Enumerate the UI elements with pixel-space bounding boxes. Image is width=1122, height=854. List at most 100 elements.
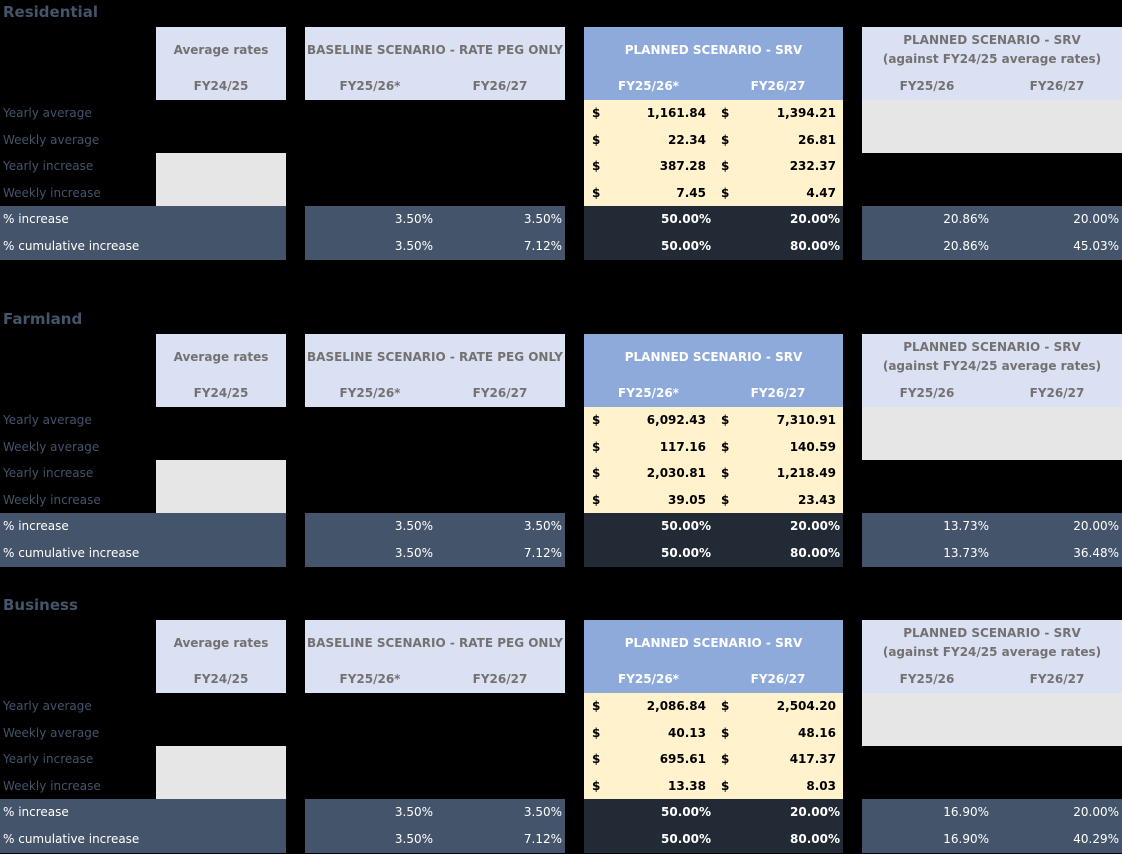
planned-pct: 80.00% <box>790 239 840 253</box>
baseline-pct: 3.50% <box>394 805 433 820</box>
planned-vs-average-pct: 36.48% <box>1073 546 1119 560</box>
planned-pct: 80.00% <box>790 546 840 560</box>
currency-symbol: $ <box>592 185 601 200</box>
currency-symbol: $ <box>721 725 730 740</box>
empty-grey-block <box>156 153 286 207</box>
planned-vs-average-pct: 20.86% <box>943 239 989 253</box>
planned-value: 1,394.21 <box>776 106 836 120</box>
planned-value: 8.03 <box>806 778 836 793</box>
planned-header: PLANNED SCENARIO - SRV FY25/26* FY26/27 <box>584 27 843 100</box>
planned-year-1: FY25/26* <box>618 672 679 686</box>
planned-vs-average-pct: 13.73% <box>943 519 989 534</box>
planned-year-2: FY26/27 <box>750 672 806 686</box>
planned-vs-average-pct: 20.00% <box>1073 805 1119 820</box>
planned-values-block <box>584 100 843 207</box>
planned-pct: 20.00% <box>790 805 840 820</box>
planned-vs-average-pct: 20.86% <box>943 212 989 227</box>
currency-symbol: $ <box>592 413 601 427</box>
planned-vs-average-pct-block <box>862 799 1122 853</box>
planned-values-block <box>584 693 843 800</box>
planned-value: 387.28 <box>659 159 706 174</box>
baseline-year-1: FY25/26* <box>339 79 401 93</box>
planned-value: 2,086.84 <box>646 699 706 713</box>
currency-symbol: $ <box>592 132 601 147</box>
pct-label-block <box>0 799 286 853</box>
baseline-year-1: FY25/26* <box>339 386 401 400</box>
planned-vs-average-year-1: FY25/26 <box>899 672 955 686</box>
planned-vs-average-pct-block <box>862 206 1122 260</box>
row-label: % increase <box>3 212 69 227</box>
row-label: % increase <box>3 519 69 534</box>
average-rates-label: Average rates <box>173 636 269 650</box>
planned-value: 232.37 <box>789 159 836 174</box>
planned-vs-average-pct: 20.00% <box>1073 519 1119 534</box>
baseline-title: BASELINE SCENARIO - RATE PEG ONLY <box>307 43 563 57</box>
planned-vs-average-year-1: FY25/26 <box>899 386 955 400</box>
row-label: Weekly average <box>3 132 100 147</box>
planned-value: 7,310.91 <box>776 413 836 427</box>
baseline-pct: 3.50% <box>394 832 433 846</box>
pct-label-block <box>0 206 286 260</box>
planned-value: 22.34 <box>668 132 706 147</box>
row-label: Yearly increase <box>3 752 94 767</box>
average-rates-year: FY24/25 <box>193 672 249 686</box>
planned-vs-average-header: PLANNED SCENARIO - SRV (against FY24/25 a… <box>862 334 1122 407</box>
planned-value: 39.05 <box>668 492 706 507</box>
planned-value: 1,218.49 <box>776 466 836 481</box>
currency-symbol: $ <box>721 159 730 174</box>
planned-vs-average-pct: 16.90% <box>943 805 989 820</box>
average-rates-label: Average rates <box>173 43 269 57</box>
baseline-pct: 3.50% <box>394 546 433 560</box>
row-label: % increase <box>3 805 69 820</box>
planned-values-block <box>584 407 843 514</box>
planned-vs-average-year-1: FY25/26 <box>899 79 955 93</box>
baseline-pct: 3.50% <box>523 212 562 227</box>
planned-vs-average-pct: 13.73% <box>943 546 989 560</box>
baseline-pct-block <box>305 206 565 260</box>
currency-symbol: $ <box>721 699 730 713</box>
baseline-header: BASELINE SCENARIO - RATE PEG ONLY FY25/26… <box>305 334 565 407</box>
row-label: Weekly increase <box>3 492 101 507</box>
planned-header: PLANNED SCENARIO - SRV FY25/26* FY26/27 <box>584 620 843 693</box>
currency-symbol: $ <box>592 725 601 740</box>
planned-value: 1,161.84 <box>646 106 706 120</box>
baseline-header: BASELINE SCENARIO - RATE PEG ONLY FY25/26… <box>305 620 565 693</box>
row-label: Yearly average <box>3 106 92 120</box>
empty-grey-block <box>156 746 286 800</box>
average-rates-header: Average rates FY24/25 <box>156 620 286 693</box>
currency-symbol: $ <box>592 439 601 454</box>
planned-pct: 20.00% <box>790 519 840 534</box>
currency-symbol: $ <box>721 492 730 507</box>
planned-vs-average-pct: 40.29% <box>1073 832 1119 846</box>
currency-symbol: $ <box>721 439 730 454</box>
baseline-pct: 3.50% <box>523 519 562 534</box>
currency-symbol: $ <box>592 106 601 120</box>
currency-symbol: $ <box>721 132 730 147</box>
planned-year-2: FY26/27 <box>750 79 806 93</box>
planned-title: PLANNED SCENARIO - SRV <box>624 636 803 650</box>
planned-pct: 50.00% <box>661 212 711 227</box>
baseline-pct: 7.12% <box>523 546 562 560</box>
baseline-pct: 7.12% <box>523 832 562 846</box>
baseline-title: BASELINE SCENARIO - RATE PEG ONLY <box>307 636 563 650</box>
row-label: Weekly average <box>3 439 100 454</box>
currency-symbol: $ <box>592 752 601 767</box>
currency-symbol: $ <box>592 159 601 174</box>
planned-vs-average-header: PLANNED SCENARIO - SRV (against FY24/25 a… <box>862 27 1122 100</box>
planned-title: PLANNED SCENARIO - SRV <box>624 350 803 364</box>
baseline-pct: 3.50% <box>394 239 433 253</box>
planned-pct-block <box>584 206 843 260</box>
average-rates-header: Average rates FY24/25 <box>156 27 286 100</box>
currency-symbol: $ <box>721 778 730 793</box>
planned-vs-average-year-2: FY26/27 <box>1029 386 1085 400</box>
planned-header: PLANNED SCENARIO - SRV FY25/26* FY26/27 <box>584 334 843 407</box>
planned-vs-average-title: PLANNED SCENARIO - SRV <box>903 340 1081 354</box>
currency-symbol: $ <box>592 699 601 713</box>
empty-grey-block <box>156 460 286 514</box>
planned-pct-block <box>584 513 843 567</box>
planned-vs-average-subtitle: (against FY24/25 average rates) <box>882 52 1102 66</box>
row-label: Yearly average <box>3 413 92 427</box>
planned-year-1: FY25/26* <box>618 79 679 93</box>
planned-pct: 50.00% <box>661 239 711 253</box>
baseline-pct: 3.50% <box>523 805 562 820</box>
